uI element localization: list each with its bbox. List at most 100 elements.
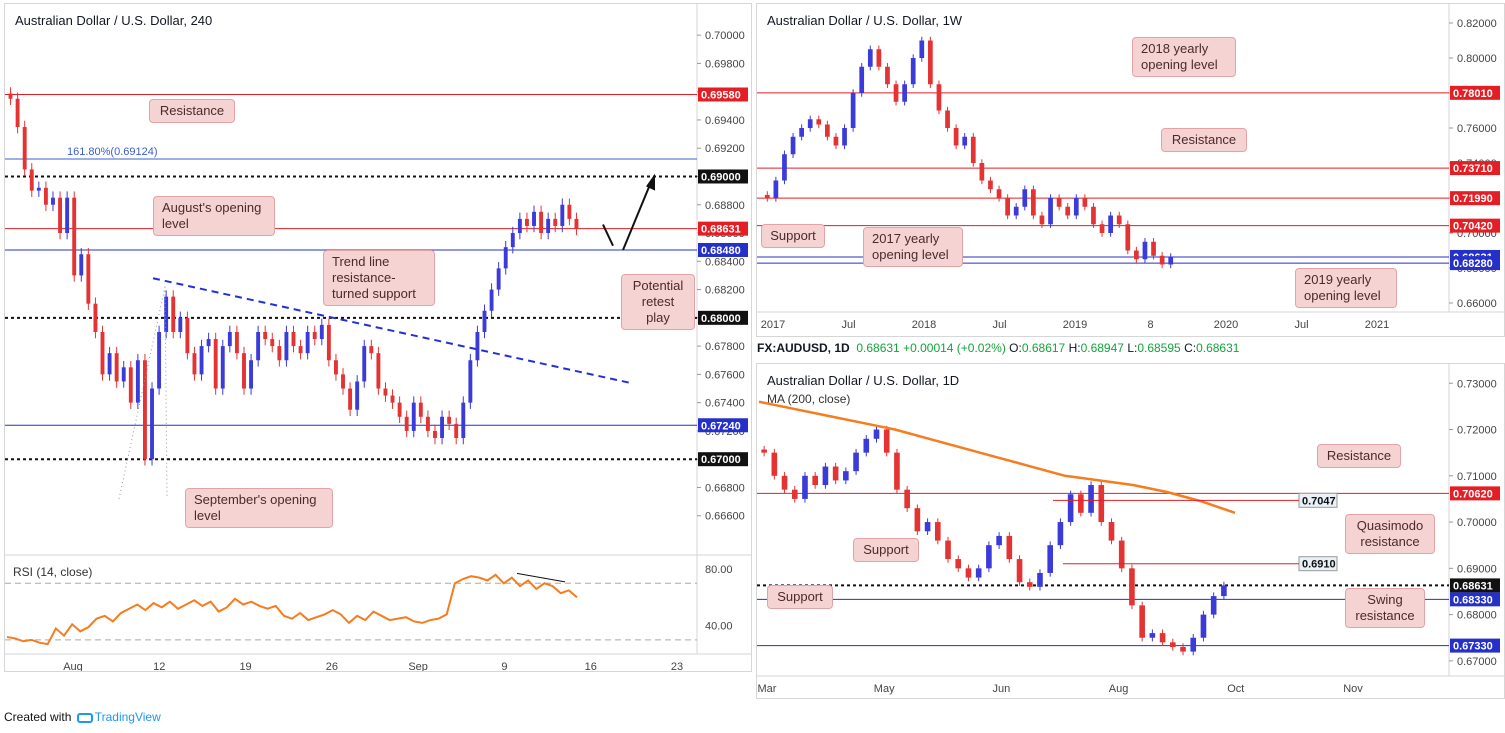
low-value: 0.68595 xyxy=(1137,341,1181,355)
chart-1w-level-tag-label: 0.73710 xyxy=(1453,163,1493,175)
chart-4h-svg[interactable]: 0.700000.698000.696000.694000.692000.690… xyxy=(5,4,751,671)
chart-1w-candle-body xyxy=(825,124,830,137)
retest-arrow-up xyxy=(622,181,652,251)
chart-4h-candle-body xyxy=(135,360,140,403)
chart-4h-level-tag xyxy=(698,418,748,433)
chart-1d-y-tick-label: 0.73000 xyxy=(1457,378,1497,390)
chart-4h-x-tick-label: 19 xyxy=(239,661,251,671)
chart-1d-x-tick-label: Jun xyxy=(993,683,1011,695)
chart-4h-level-tag xyxy=(698,169,748,184)
price-change: +0.00014 (+0.02%) xyxy=(903,341,1006,355)
chart-4h-candle-body xyxy=(277,346,282,361)
chart-1d-level-tag-label: 0.7047 xyxy=(1302,495,1336,507)
symbol-info-line: FX:AUDUSD, 1D 0.68631 +0.00014 (+0.02%) … xyxy=(757,341,1239,355)
chart-1w-candle-body xyxy=(988,180,993,190)
chart-1w-level-tag xyxy=(1450,191,1500,206)
chart-4h-candle-body xyxy=(341,374,345,389)
chart-1d-candle-body xyxy=(955,559,962,569)
chart-1d-candle-body xyxy=(894,452,900,490)
trendline-resistance xyxy=(152,277,631,384)
retest-arrow-head xyxy=(646,173,655,191)
chart-1d-level-tag-label: 0.70620 xyxy=(1453,488,1493,500)
close-value: 0.68631 xyxy=(1196,341,1240,355)
high-value: 0.68947 xyxy=(1080,341,1124,355)
chart-1d-y-tick-label: 0.69000 xyxy=(1457,563,1497,575)
chart-4h-candle-body xyxy=(539,211,544,234)
chart-4h-candle-body xyxy=(333,360,338,375)
chart-1w-level-tag-label: 0.70420 xyxy=(1453,221,1493,233)
footer-credit[interactable]: Created with TradingView xyxy=(4,710,161,724)
chart-1d-level-tag xyxy=(1450,638,1500,653)
chart-4h-level-tag xyxy=(698,221,748,236)
chart-1w-level-tag xyxy=(1450,85,1500,100)
chart-1d-candle-body xyxy=(1067,494,1074,523)
chart-4h-candle-body xyxy=(532,211,536,226)
chart-4h-candle-body xyxy=(107,353,112,375)
chart-4h-candle-body xyxy=(404,416,409,431)
chart-1w-candle-body xyxy=(1151,241,1156,256)
chart-1w-candle-body xyxy=(1116,215,1122,225)
chart-4h-level-tag xyxy=(698,87,748,102)
chart-4h-x-tick-label: 9 xyxy=(501,661,507,671)
chart-1d-candle-body xyxy=(843,471,849,481)
chart-4h-level-tag-label: 0.68480 xyxy=(701,245,741,257)
chart-4h-candle-body xyxy=(326,324,331,361)
callout-support-1d-upper: Support xyxy=(853,538,919,562)
chart-4h-candle-body xyxy=(567,204,572,219)
chart-1w-candle-body xyxy=(850,93,856,128)
footer-brand: TradingView xyxy=(94,710,161,724)
chart-1d-candle-body xyxy=(1221,585,1227,597)
chart-1w-candle-body xyxy=(1142,241,1148,260)
chart-1w-svg[interactable]: 0.820000.800000.780000.760000.740000.720… xyxy=(757,4,1504,336)
chart-1w-candle-body xyxy=(885,66,890,85)
chart-4h-candle-body xyxy=(482,310,487,332)
chart-1w-x-tick-label: Jul xyxy=(992,319,1006,331)
chart-1w-candle-body xyxy=(876,49,882,67)
open-label: O: xyxy=(1009,341,1022,355)
chart-1d-y-tick-label: 0.72000 xyxy=(1457,425,1497,437)
chart-1d-level-tag-label: 0.68330 xyxy=(1453,594,1493,606)
chart-4h-y-tick-label: 0.69200 xyxy=(705,143,745,155)
chart-1d-candle-body xyxy=(965,568,972,578)
chart-1w-level-tag xyxy=(1450,256,1500,271)
chart-4h-candle-body xyxy=(517,218,522,234)
chart-4h-candle-body xyxy=(475,331,480,361)
chart-4h-candle-body xyxy=(270,339,275,347)
chart-1d-candle-body xyxy=(1139,605,1145,638)
chart-1d-candle-body xyxy=(914,508,921,532)
chart-1d-candle-body xyxy=(1016,559,1023,583)
rsi-tick-label: 80.00 xyxy=(705,564,733,576)
rsi-label: RSI (14, close) xyxy=(13,565,93,579)
chart-1w-candle-body xyxy=(945,110,950,128)
chart-4h-candle-body xyxy=(461,402,466,438)
chart-1d-candle-body xyxy=(781,475,788,490)
callout-2019-yearly: 2019 yearly opening level xyxy=(1295,268,1397,308)
chart-1w-candle-body xyxy=(1005,198,1010,216)
chart-4h-panel[interactable]: Australian Dollar / U.S. Dollar, 240 0.7… xyxy=(4,3,752,672)
footer-created-with: Created with xyxy=(4,710,72,724)
chart-1d-candle-body xyxy=(1037,572,1043,587)
chart-4h-candle-body xyxy=(348,388,353,410)
rsi-divergence-line xyxy=(516,572,566,583)
chart-1w-candle-body xyxy=(1022,189,1028,207)
symbol-name: FX:AUDUSD, 1D xyxy=(757,341,850,355)
chart-1d-candle-body xyxy=(975,568,982,578)
callout-potential-retest: Potential retest play xyxy=(621,274,695,330)
chart-1w-candle-body xyxy=(1065,206,1071,216)
chart-1w-x-tick-label: 2018 xyxy=(912,319,936,331)
chart-1w-x-tick-label: 2020 xyxy=(1214,319,1238,331)
chart-1d-candle-body xyxy=(1200,614,1207,638)
chart-4h-y-tick-label: 0.67800 xyxy=(705,341,745,353)
chart-1w-x-tick-label: Jul xyxy=(841,319,855,331)
chart-1d-x-tick-label: Nov xyxy=(1343,683,1363,695)
chart-1d-svg[interactable]: 0.73000 0.72000 0.71000 0.70000 0.69000 0.680… xyxy=(757,364,1504,698)
chart-4h-candle-body xyxy=(36,187,41,191)
chart-1d-panel[interactable]: Australian Dollar / U.S. Dollar, 1D MA (… xyxy=(756,363,1505,699)
chart-4h-title: Australian Dollar / U.S. Dollar, 240 xyxy=(15,13,213,28)
chart-4h-candle-body xyxy=(284,331,289,361)
callout-resistance-1w: Resistance xyxy=(1161,128,1247,152)
chart-4h-candle-body xyxy=(397,402,402,417)
chart-1w-candle-body xyxy=(893,84,899,102)
chart-1w-panel[interactable]: Australian Dollar / U.S. Dollar, 1W 0.82… xyxy=(756,3,1505,337)
high-label: H: xyxy=(1068,341,1081,355)
